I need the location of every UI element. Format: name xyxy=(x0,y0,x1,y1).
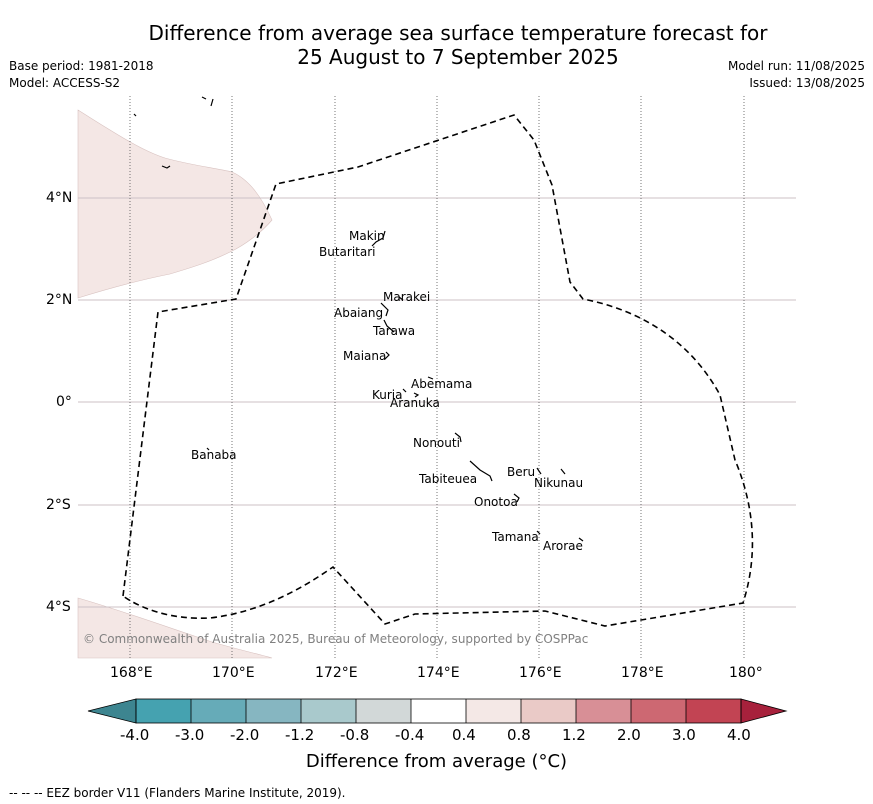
island-label-beru: Beru xyxy=(507,465,536,479)
island-label-nonouti: Nonouti xyxy=(413,436,460,450)
colorbar-tick: 1.2 xyxy=(562,726,586,744)
colorbar-segment xyxy=(576,699,631,723)
map-title: Difference from average sea surface temp… xyxy=(0,21,873,69)
colorbar-tick: -1.2 xyxy=(285,726,315,744)
colorbar-segment xyxy=(631,699,686,723)
colorbar-tick: -0.8 xyxy=(340,726,370,744)
colorbar-tick: -3.0 xyxy=(175,726,205,744)
copyright-notice: © Commonwealth of Australia 2025, Bureau… xyxy=(83,632,589,646)
colorbar xyxy=(87,698,788,724)
island-label-tarawa: Tarawa xyxy=(373,324,416,338)
lon-label-172e: 172°E xyxy=(315,665,358,681)
eez-footnote: -- -- -- EEZ border V11 (Flanders Marine… xyxy=(9,786,346,800)
lon-label-180: 180° xyxy=(729,665,763,681)
eez-border xyxy=(122,114,754,627)
colorbar-extend-high xyxy=(740,698,788,724)
colorbar-segment xyxy=(246,699,301,723)
colorbar-segment xyxy=(191,699,246,723)
island-label-kuria: Kuria xyxy=(372,388,403,402)
colorbar-segment xyxy=(136,699,191,723)
base-info: Base period: 1981-2018 Model: ACCESS-S2 xyxy=(9,58,154,92)
lon-label-178e: 178°E xyxy=(621,665,664,681)
title-line-1: Difference from average sea surface temp… xyxy=(148,21,768,45)
colorbar-tick: 3.0 xyxy=(672,726,696,744)
anomaly-patch-northwest xyxy=(77,109,273,299)
lat-label-0: 0° xyxy=(56,394,72,410)
lat-label-4s: 4°S xyxy=(46,599,71,615)
colorbar-frame xyxy=(135,698,742,724)
colorbar-segment xyxy=(356,699,411,723)
island-label-marakei: Marakei xyxy=(383,290,431,304)
colorbar-title: Difference from average (°C) xyxy=(305,751,568,772)
island-label-arorae: Arorae xyxy=(543,539,583,553)
colorbar-tick: -2.0 xyxy=(230,726,260,744)
island-label-abaiang: Abaiang xyxy=(334,306,384,320)
model-name: Model: ACCESS-S2 xyxy=(9,76,121,90)
model-run: Model run: 11/08/2025 xyxy=(727,59,865,73)
colorbar-segment xyxy=(411,699,466,723)
lon-label-170e: 170°E xyxy=(212,665,255,681)
island-label-tabiteuea: Tabiteuea xyxy=(419,472,478,486)
island-label-abemama: Abemama xyxy=(411,377,473,391)
run-info: Model run: 11/08/2025 Issued: 13/08/2025 xyxy=(728,58,865,92)
colorbar-tick: -4.0 xyxy=(120,726,150,744)
lat-label-2s: 2°S xyxy=(46,497,71,513)
lat-label-4n: 4°N xyxy=(46,190,73,206)
island-label-tamana: Tamana xyxy=(492,530,539,544)
island-label-aranuka: Aranuka xyxy=(390,396,440,410)
lon-label-174e: 174°E xyxy=(417,665,460,681)
base-period: Base period: 1981-2018 xyxy=(9,59,154,73)
anomaly-patch-southwest xyxy=(77,597,273,659)
island-label-onotoa: Onotoa xyxy=(474,495,518,509)
colorbar-extend-low xyxy=(87,698,137,724)
island-label-butaritari: Butaritari xyxy=(319,245,376,259)
colorbar-segment xyxy=(466,699,521,723)
colorbar-tick: 0.4 xyxy=(452,726,476,744)
lat-label-2n: 2°N xyxy=(46,292,73,308)
colorbar-tick: 2.0 xyxy=(617,726,641,744)
island-label-banaba: Banaba xyxy=(191,448,237,462)
colorbar-tick: 0.8 xyxy=(507,726,531,744)
lon-label-176e: 176°E xyxy=(519,665,562,681)
island-label-maiana: Maiana xyxy=(343,349,387,363)
colorbar-tick: 4.0 xyxy=(727,726,751,744)
longitude-gridlines xyxy=(129,96,745,658)
colorbar-segment xyxy=(521,699,576,723)
issued-date: Issued: 13/08/2025 xyxy=(749,76,865,90)
title-line-2: 25 August to 7 September 2025 xyxy=(297,45,619,69)
island-label-makin: Makin xyxy=(349,229,385,243)
colorbar-segment xyxy=(686,699,741,723)
island-label-nikunau: Nikunau xyxy=(534,476,584,490)
colorbar-segment xyxy=(301,699,356,723)
coastline-fragments xyxy=(133,96,584,542)
lon-label-168e: 168°E xyxy=(110,665,153,681)
colorbar-tick: -0.4 xyxy=(395,726,425,744)
